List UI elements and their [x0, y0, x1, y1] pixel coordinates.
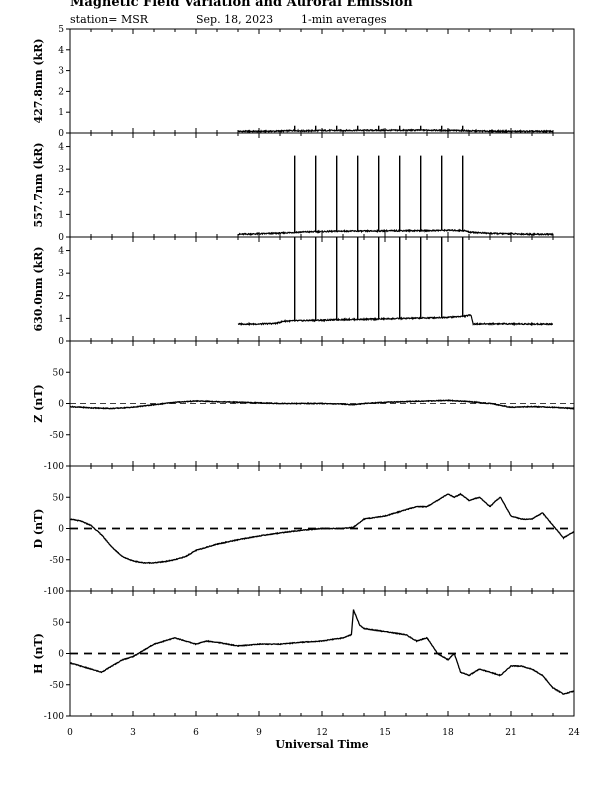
- series-line: [70, 492, 575, 565]
- x-axis-label: Universal Time: [275, 738, 368, 751]
- y-tick-label: -100: [44, 712, 64, 722]
- y-axis-label: 557.7nm (kR): [32, 142, 45, 227]
- y-tick-label: -100: [44, 587, 64, 597]
- x-tick-label: 6: [193, 728, 199, 738]
- panel-frame: [69, 28, 575, 134]
- panel-D: -100 -50 0 50 D (nT): [32, 465, 575, 597]
- y-tick-label: -50: [50, 681, 65, 691]
- chart-title: Magnetic Field Variation and Auroral Emi…: [70, 0, 413, 10]
- y-tick-label: 50: [53, 618, 65, 628]
- x-tick-label: 21: [505, 728, 516, 738]
- y-tick-label: 0: [58, 650, 64, 660]
- y-tick-label: 3: [58, 165, 64, 175]
- series-line: [237, 228, 554, 237]
- y-axis-label: 427.8nm (kR): [32, 38, 45, 123]
- y-tick-label: 2: [58, 188, 64, 198]
- y-tick-label: 1: [58, 210, 64, 220]
- series-line: [237, 313, 554, 327]
- y-tick-label: 3: [58, 67, 64, 77]
- x-tick-label: 18: [442, 728, 454, 738]
- station-label: station= MSR: [70, 13, 149, 26]
- y-tick-label: 0: [58, 337, 64, 347]
- y-tick-label: -100: [44, 462, 64, 472]
- y-tick-label: 1: [58, 108, 64, 118]
- y-tick-label: 0: [58, 129, 64, 139]
- panel-frame: [69, 132, 575, 238]
- series-line: [237, 128, 554, 134]
- panel-Z: -100 -50 0 50 Z (nT): [32, 340, 575, 472]
- y-tick-label: -50: [50, 431, 65, 441]
- panel-630.0nm: 0 1 2 3 4 630.0nm (kR): [32, 236, 575, 347]
- y-tick-label: 50: [53, 493, 65, 503]
- y-tick-label: 50: [53, 368, 65, 378]
- y-tick-label: 0: [58, 525, 64, 535]
- y-tick-label: 3: [58, 269, 64, 279]
- panel-427.8nm: 0 1 2 3 4 5 427.8nm (kR): [32, 25, 575, 139]
- x-tick-label: 3: [130, 728, 136, 738]
- y-axis-label: 630.0nm (kR): [32, 246, 45, 331]
- y-axis-label: H (nT): [32, 633, 45, 674]
- y-tick-label: 2: [58, 292, 64, 302]
- date-label: Sep. 18, 2023: [196, 13, 274, 26]
- x-tick-label: 24: [568, 728, 580, 738]
- series-line: [69, 398, 575, 410]
- x-tick-label: 0: [67, 728, 73, 738]
- y-tick-label: -50: [50, 556, 65, 566]
- y-tick-label: 1: [58, 314, 64, 324]
- x-tick-label: 12: [316, 728, 327, 738]
- panel-557.7nm: 0 1 2 3 4 557.7nm (kR): [32, 132, 575, 243]
- y-tick-label: 4: [58, 247, 64, 257]
- y-tick-label: 4: [58, 143, 64, 153]
- x-tick-label: 15: [379, 728, 391, 738]
- y-tick-label: 0: [58, 233, 64, 243]
- averaging-label: 1-min averages: [301, 13, 387, 26]
- y-tick-label: 0: [58, 400, 64, 410]
- series-line: [69, 609, 575, 695]
- y-axis-label: Z (nT): [32, 384, 45, 422]
- y-tick-label: 5: [58, 25, 64, 35]
- y-tick-label: 4: [58, 46, 64, 56]
- x-tick-label: 9: [256, 728, 262, 738]
- y-axis-label: D (nT): [32, 509, 45, 549]
- y-tick-label: 2: [58, 87, 64, 97]
- panel-H: -100 -50 0 50 H (nT) 0 3 6 9 12 15 18 21 24 Universal …: [32, 590, 580, 751]
